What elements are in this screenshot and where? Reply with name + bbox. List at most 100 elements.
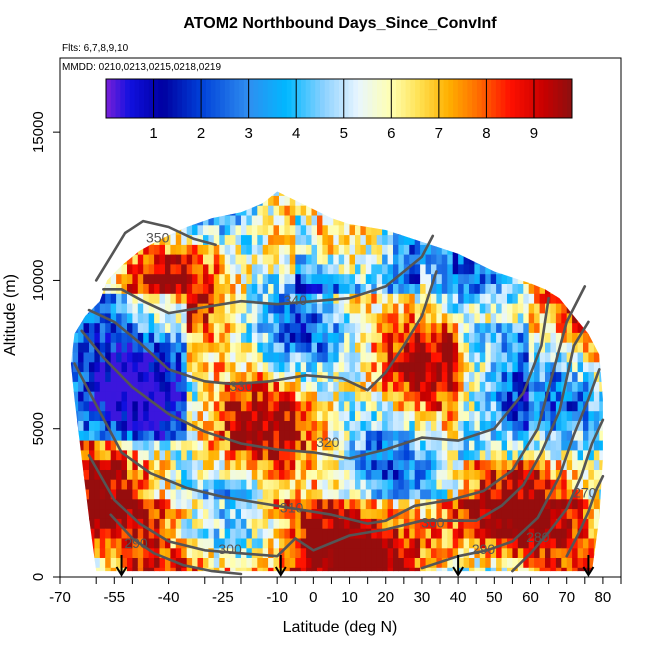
- heatmap-cell: [577, 254, 584, 265]
- heatmap-cell: [197, 342, 204, 353]
- heatmap-cell: [517, 214, 524, 226]
- heatmap-cell: [338, 400, 345, 412]
- colorbar-segment: [129, 79, 135, 118]
- heatmap-cell: [414, 440, 421, 451]
- heatmap-cell: [572, 469, 579, 480]
- heatmap-cell: [251, 312, 258, 324]
- heatmap-cell: [230, 420, 237, 431]
- heatmap-cell: [148, 205, 155, 216]
- heatmap-cell: [110, 214, 117, 226]
- heatmap-cell: [203, 371, 209, 382]
- heatmap-cell: [425, 410, 432, 421]
- heatmap-cell: [181, 293, 188, 304]
- heatmap-cell: [257, 224, 264, 236]
- heatmap-cell: [447, 400, 454, 412]
- heatmap-cell: [344, 469, 351, 480]
- heatmap-cell: [458, 322, 465, 333]
- heatmap-cell: [447, 537, 454, 549]
- heatmap-cell: [284, 459, 291, 470]
- heatmap-cell: [588, 191, 595, 196]
- heatmap-cell: [137, 381, 144, 392]
- heatmap-cell: [241, 557, 247, 568]
- heatmap-cell: [268, 410, 275, 421]
- heatmap-cell: [365, 293, 372, 304]
- heatmap-cell: [338, 381, 345, 392]
- heatmap-cell: [78, 361, 85, 373]
- heatmap-cell: [490, 224, 497, 236]
- heatmap-cell: [534, 191, 541, 196]
- heatmap-cell: [572, 224, 579, 236]
- heatmap-cell: [371, 479, 378, 490]
- heatmap-cell: [333, 479, 340, 490]
- heatmap-cell: [94, 410, 101, 421]
- heatmap-cell: [376, 420, 383, 431]
- heatmap-cell: [279, 528, 285, 539]
- heatmap-cell: [387, 205, 394, 216]
- heatmap-cell: [534, 498, 541, 510]
- colorbar-tick-label: 7: [435, 125, 443, 142]
- heatmap-cell: [474, 371, 481, 382]
- heatmap-cell: [365, 400, 372, 412]
- heatmap-cell: [496, 244, 503, 255]
- heatmap-cell: [181, 312, 188, 324]
- heatmap-cell: [382, 244, 389, 255]
- heatmap-cell: [170, 254, 177, 265]
- heatmap-cell: [501, 371, 508, 382]
- heatmap-cell: [72, 410, 79, 421]
- heatmap-cell: [273, 234, 280, 245]
- heatmap-cell: [599, 498, 603, 510]
- heatmap-cell: [599, 254, 603, 265]
- heatmap-cell: [441, 567, 448, 572]
- heatmap-cell: [279, 176, 285, 186]
- heatmap-cell: [523, 400, 530, 412]
- heatmap-cell: [431, 263, 437, 275]
- heatmap-cell: [387, 214, 394, 226]
- heatmap-cell: [83, 518, 90, 529]
- heatmap-cell: [99, 303, 106, 314]
- heatmap-cell: [300, 312, 307, 324]
- heatmap-cell: [235, 381, 242, 392]
- heatmap-cell: [154, 498, 161, 510]
- heatmap-cell: [317, 214, 323, 226]
- heatmap-cell: [447, 469, 454, 480]
- heatmap-cell: [382, 528, 389, 539]
- heatmap-cell: [479, 244, 486, 255]
- heatmap-cell: [452, 254, 459, 265]
- heatmap-cell: [338, 537, 345, 549]
- heatmap-cell: [175, 469, 182, 480]
- heatmap-cell: [159, 303, 166, 314]
- heatmap-cell: [409, 420, 416, 431]
- heatmap-cell: [403, 479, 410, 490]
- heatmap-cell: [241, 312, 247, 324]
- heatmap-cell: [507, 263, 513, 275]
- heatmap-cell: [235, 263, 242, 275]
- heatmap-cell: [528, 293, 535, 304]
- heatmap-cell: [463, 195, 470, 206]
- colorbar-segment: [300, 79, 307, 118]
- heatmap-cell: [138, 176, 144, 186]
- heatmap-cell: [279, 224, 285, 236]
- heatmap-cell: [333, 191, 340, 196]
- heatmap-cell: [213, 518, 220, 529]
- heatmap-cell: [327, 488, 334, 500]
- heatmap-cell: [447, 263, 454, 275]
- heatmap-cell: [70, 488, 74, 500]
- heatmap-cell: [121, 459, 128, 470]
- heatmap-cell: [333, 273, 340, 284]
- heatmap-cell: [295, 224, 302, 236]
- heatmap-cell: [409, 214, 416, 226]
- heatmap-cell: [165, 283, 171, 294]
- heatmap-cell: [355, 537, 361, 549]
- heatmap-cell: [344, 440, 351, 451]
- heatmap-cell: [463, 557, 470, 568]
- heatmap-cell: [262, 557, 269, 568]
- heatmap-cell: [474, 195, 481, 206]
- heatmap-cell: [441, 400, 448, 412]
- heatmap-cell: [246, 469, 253, 480]
- heatmap-cell: [72, 430, 79, 441]
- heatmap-cell: [213, 191, 220, 196]
- heatmap-cell: [127, 332, 133, 343]
- heatmap-cell: [414, 557, 421, 568]
- heatmap-cell: [121, 469, 128, 480]
- heatmap-cell: [306, 498, 313, 510]
